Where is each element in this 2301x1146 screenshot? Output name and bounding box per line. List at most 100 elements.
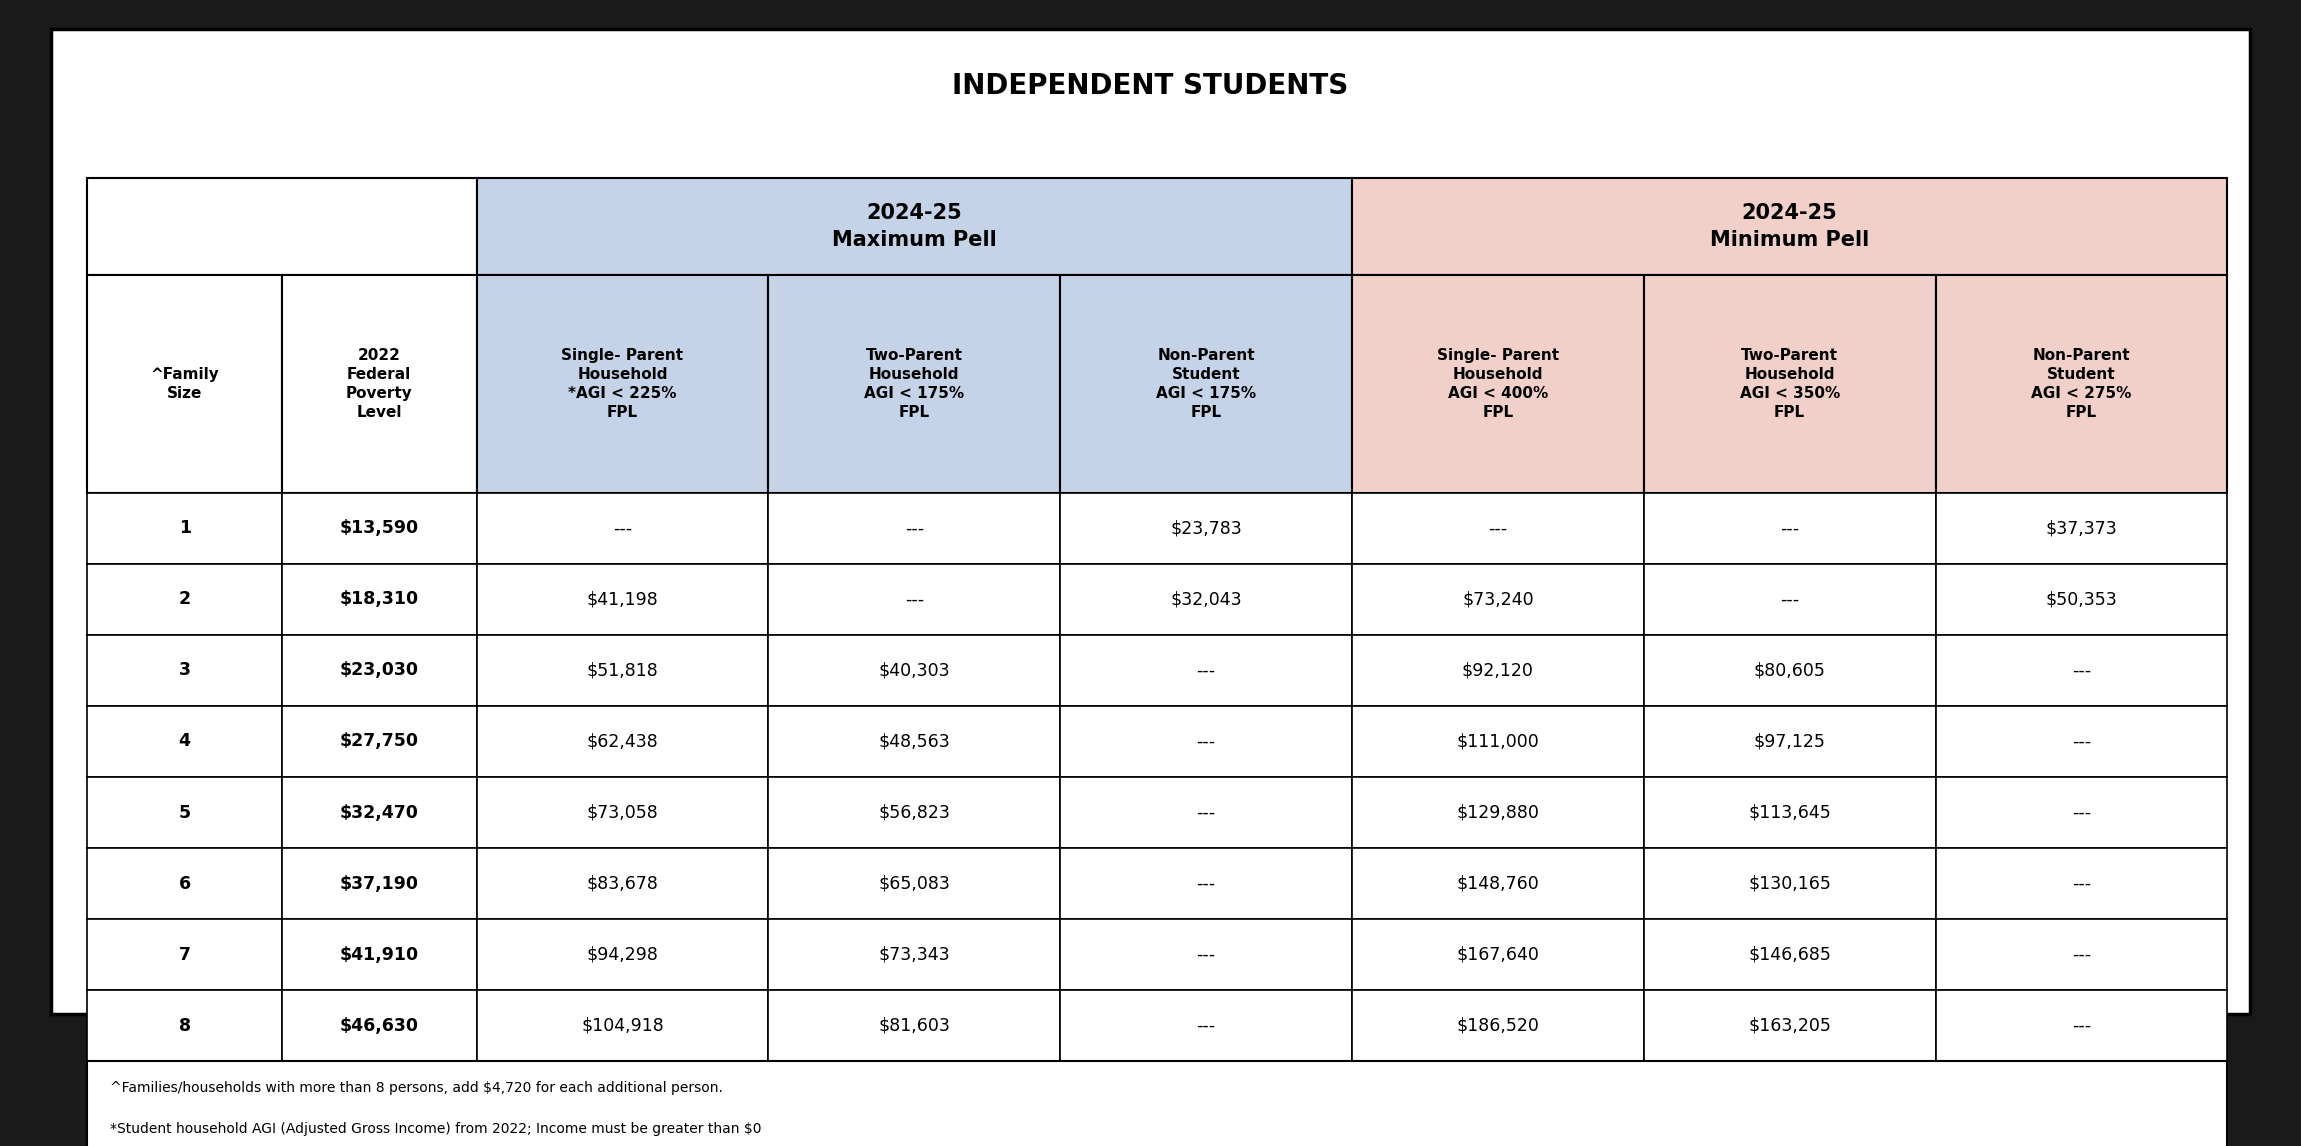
Text: $186,520: $186,520 (1457, 1017, 1539, 1035)
Text: INDEPENDENT STUDENTS: INDEPENDENT STUDENTS (953, 72, 1348, 100)
FancyBboxPatch shape (283, 635, 476, 706)
Text: $167,640: $167,640 (1457, 945, 1539, 964)
Text: $56,823: $56,823 (879, 803, 950, 822)
FancyBboxPatch shape (87, 919, 283, 990)
Text: $48,563: $48,563 (879, 732, 950, 751)
Text: 4: 4 (179, 732, 191, 751)
Text: ---: --- (1781, 519, 1799, 537)
FancyBboxPatch shape (1643, 919, 1935, 990)
Text: *Student household AGI (Adjusted Gross Income) from 2022; Income must be greater: *Student household AGI (Adjusted Gross I… (110, 1122, 762, 1137)
FancyBboxPatch shape (1061, 564, 1353, 635)
Text: ---: --- (2071, 661, 2092, 680)
Text: ^Family
Size: ^Family Size (150, 367, 219, 401)
FancyBboxPatch shape (87, 777, 283, 848)
Text: ---: --- (1197, 661, 1215, 680)
FancyBboxPatch shape (476, 919, 769, 990)
FancyBboxPatch shape (283, 493, 476, 564)
Text: Non-Parent
Student
AGI < 275%
FPL: Non-Parent Student AGI < 275% FPL (2032, 347, 2131, 421)
FancyBboxPatch shape (476, 178, 1353, 275)
Text: $37,373: $37,373 (2046, 519, 2117, 537)
FancyBboxPatch shape (283, 706, 476, 777)
Text: ---: --- (2071, 1017, 2092, 1035)
Text: $23,783: $23,783 (1171, 519, 1243, 537)
FancyBboxPatch shape (476, 493, 769, 564)
FancyBboxPatch shape (1643, 493, 1935, 564)
Text: 2024-25
Minimum Pell: 2024-25 Minimum Pell (1710, 203, 1868, 250)
Text: $65,083: $65,083 (879, 874, 950, 893)
Text: $83,678: $83,678 (587, 874, 658, 893)
FancyBboxPatch shape (769, 919, 1061, 990)
Text: Two-Parent
Household
AGI < 350%
FPL: Two-Parent Household AGI < 350% FPL (1740, 347, 1841, 421)
FancyBboxPatch shape (1061, 493, 1353, 564)
Text: ---: --- (1197, 945, 1215, 964)
Text: ---: --- (1489, 519, 1507, 537)
FancyBboxPatch shape (87, 635, 283, 706)
FancyBboxPatch shape (1935, 635, 2227, 706)
Text: ---: --- (2071, 874, 2092, 893)
FancyBboxPatch shape (1061, 848, 1353, 919)
FancyBboxPatch shape (1353, 275, 1643, 493)
Text: ---: --- (1781, 590, 1799, 609)
FancyBboxPatch shape (1935, 706, 2227, 777)
FancyBboxPatch shape (476, 564, 769, 635)
Text: $13,590: $13,590 (341, 519, 419, 537)
FancyBboxPatch shape (769, 635, 1061, 706)
Text: 5: 5 (179, 803, 191, 822)
FancyBboxPatch shape (283, 848, 476, 919)
FancyBboxPatch shape (1061, 635, 1353, 706)
Text: ---: --- (904, 590, 923, 609)
Text: $73,058: $73,058 (587, 803, 658, 822)
FancyBboxPatch shape (1353, 777, 1643, 848)
FancyBboxPatch shape (1353, 919, 1643, 990)
Text: ---: --- (1197, 874, 1215, 893)
FancyBboxPatch shape (1935, 777, 2227, 848)
FancyBboxPatch shape (769, 493, 1061, 564)
FancyBboxPatch shape (1935, 493, 2227, 564)
FancyBboxPatch shape (87, 706, 283, 777)
Text: $111,000: $111,000 (1457, 732, 1539, 751)
FancyBboxPatch shape (769, 777, 1061, 848)
Text: $148,760: $148,760 (1457, 874, 1539, 893)
Text: $163,205: $163,205 (1749, 1017, 1832, 1035)
Text: $41,910: $41,910 (341, 945, 419, 964)
FancyBboxPatch shape (87, 990, 283, 1061)
FancyBboxPatch shape (1643, 777, 1935, 848)
FancyBboxPatch shape (87, 275, 283, 493)
Text: ---: --- (2071, 945, 2092, 964)
Text: ---: --- (1197, 1017, 1215, 1035)
Text: Non-Parent
Student
AGI < 175%
FPL: Non-Parent Student AGI < 175% FPL (1155, 347, 1256, 421)
Text: $104,918: $104,918 (582, 1017, 663, 1035)
Text: $23,030: $23,030 (341, 661, 419, 680)
FancyBboxPatch shape (1353, 706, 1643, 777)
FancyBboxPatch shape (51, 29, 2250, 1014)
Text: 8: 8 (179, 1017, 191, 1035)
FancyBboxPatch shape (1061, 777, 1353, 848)
Text: Two-Parent
Household
AGI < 175%
FPL: Two-Parent Household AGI < 175% FPL (865, 347, 964, 421)
FancyBboxPatch shape (87, 848, 283, 919)
FancyBboxPatch shape (1643, 275, 1935, 493)
Text: Single- Parent
Household
AGI < 400%
FPL: Single- Parent Household AGI < 400% FPL (1436, 347, 1558, 421)
Text: 3: 3 (179, 661, 191, 680)
Text: $27,750: $27,750 (341, 732, 419, 751)
Text: $32,043: $32,043 (1171, 590, 1243, 609)
Text: $73,343: $73,343 (879, 945, 950, 964)
Text: $73,240: $73,240 (1461, 590, 1535, 609)
Text: Single- Parent
Household
*AGI < 225%
FPL: Single- Parent Household *AGI < 225% FPL (561, 347, 683, 421)
FancyBboxPatch shape (769, 848, 1061, 919)
Text: $130,165: $130,165 (1749, 874, 1832, 893)
Text: $37,190: $37,190 (341, 874, 419, 893)
FancyBboxPatch shape (1643, 706, 1935, 777)
FancyBboxPatch shape (87, 178, 476, 275)
FancyBboxPatch shape (1353, 990, 1643, 1061)
FancyBboxPatch shape (1643, 990, 1935, 1061)
FancyBboxPatch shape (476, 777, 769, 848)
FancyBboxPatch shape (283, 275, 476, 493)
Text: $97,125: $97,125 (1753, 732, 1825, 751)
Text: ^Families/households with more than 8 persons, add $4,720 for each additional pe: ^Families/households with more than 8 pe… (110, 1082, 723, 1096)
FancyBboxPatch shape (1935, 848, 2227, 919)
Text: 2024-25
Maximum Pell: 2024-25 Maximum Pell (833, 203, 996, 250)
FancyBboxPatch shape (476, 635, 769, 706)
FancyBboxPatch shape (476, 848, 769, 919)
Text: ---: --- (1197, 803, 1215, 822)
Text: $92,120: $92,120 (1461, 661, 1535, 680)
